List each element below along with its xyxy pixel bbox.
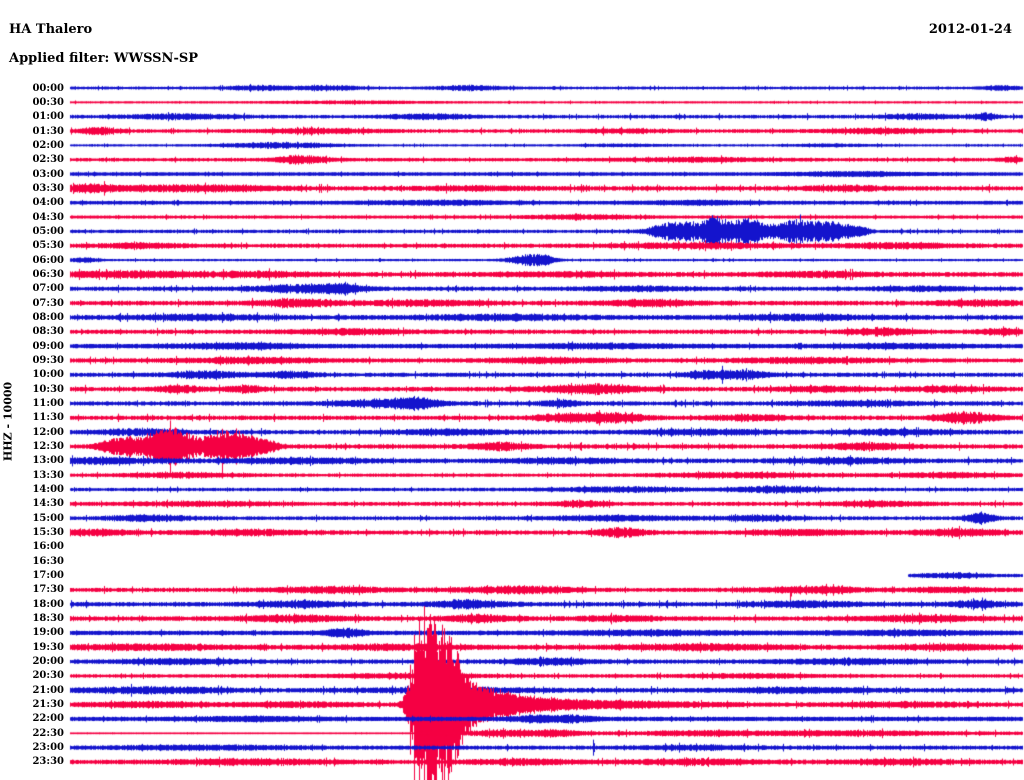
time-label: 07:00 xyxy=(32,283,64,295)
time-label: 02:30 xyxy=(32,154,64,166)
time-label: 15:30 xyxy=(32,527,64,539)
time-label: 04:30 xyxy=(32,211,64,223)
time-label: 03:30 xyxy=(32,182,64,194)
time-label: 23:00 xyxy=(32,742,64,754)
time-label: 01:00 xyxy=(32,111,64,123)
time-label: 09:00 xyxy=(32,340,64,352)
time-label: 23:30 xyxy=(32,756,64,768)
time-label: 20:00 xyxy=(32,656,64,668)
time-label: 11:30 xyxy=(32,412,64,424)
time-label: 06:30 xyxy=(32,268,64,280)
time-label: 01:30 xyxy=(32,125,64,137)
time-label: 10:00 xyxy=(32,369,64,381)
time-label: 00:30 xyxy=(32,96,64,108)
time-label: 22:30 xyxy=(32,727,64,739)
time-label: 00:00 xyxy=(32,82,64,94)
time-label: 03:00 xyxy=(32,168,64,180)
time-label: 04:00 xyxy=(32,197,64,209)
time-label: 12:00 xyxy=(32,426,64,438)
time-label: 19:00 xyxy=(32,627,64,639)
applied-filter-label: Applied filter: WWSSN-SP xyxy=(9,51,199,66)
time-label: 20:30 xyxy=(32,670,64,682)
time-label: 11:00 xyxy=(32,397,64,409)
time-label: 16:30 xyxy=(32,555,64,567)
time-label: 21:30 xyxy=(32,699,64,711)
time-label: 12:30 xyxy=(32,441,64,452)
time-label: 13:00 xyxy=(32,455,64,467)
time-label: 08:30 xyxy=(32,326,64,338)
time-label: 19:30 xyxy=(32,641,64,653)
time-label: 15:00 xyxy=(32,512,64,524)
time-label: 02:00 xyxy=(32,139,64,151)
time-label: 18:30 xyxy=(32,613,64,625)
time-label: 13:30 xyxy=(32,469,64,481)
time-label: 05:30 xyxy=(32,240,64,252)
time-label: 16:00 xyxy=(32,541,64,553)
station-title: HA Thalero xyxy=(9,22,93,37)
time-label: 14:30 xyxy=(32,498,64,510)
time-label: 22:00 xyxy=(32,713,64,725)
time-label: 18:00 xyxy=(32,598,64,610)
time-label: 05:00 xyxy=(32,225,64,237)
time-label: 17:30 xyxy=(32,584,64,596)
time-label: 09:30 xyxy=(32,354,64,366)
time-label: 17:00 xyxy=(32,570,64,582)
time-label: 08:00 xyxy=(32,311,64,323)
time-label: 10:30 xyxy=(32,383,64,395)
time-label: 07:30 xyxy=(32,297,64,309)
time-label: 21:00 xyxy=(32,684,64,696)
time-label: 14:00 xyxy=(32,484,64,496)
record-date: 2012-01-24 xyxy=(928,22,1012,37)
time-label: 06:00 xyxy=(32,254,64,266)
